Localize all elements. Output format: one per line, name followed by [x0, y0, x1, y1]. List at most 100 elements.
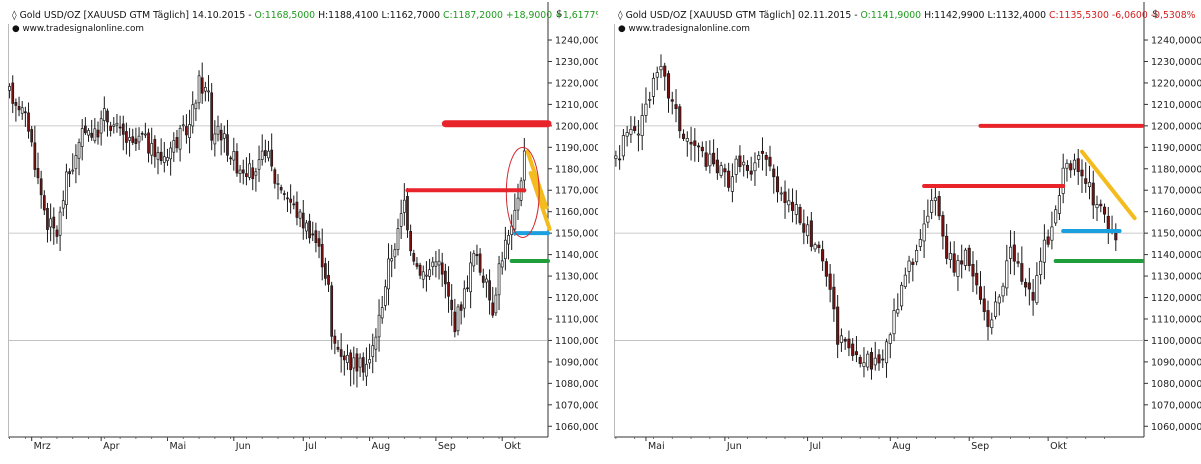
candle-body	[497, 263, 501, 296]
candle-body	[49, 218, 52, 228]
candle-body	[824, 261, 828, 277]
candle-body	[806, 224, 810, 237]
candle-body	[666, 73, 671, 99]
candle-body	[1057, 195, 1061, 214]
candle-body	[399, 213, 403, 227]
candle-body	[1001, 285, 1005, 297]
candle-body	[967, 247, 971, 266]
candle-body	[144, 133, 147, 136]
chart-panel-left: 1240,0000 1230,0000 1220,0000 1210,0000 1200…	[0, 0, 606, 460]
candle-body	[681, 133, 686, 139]
candle-body	[140, 132, 144, 135]
candle-body	[175, 137, 179, 149]
candle-body	[437, 260, 441, 266]
y-tick-label: 1140,0000	[1151, 250, 1201, 261]
candle-body	[292, 203, 296, 206]
candle-body	[952, 253, 956, 273]
candle-body	[99, 118, 103, 134]
candle-body	[406, 196, 409, 231]
x-tick-label: Sep	[438, 441, 456, 452]
candle-body	[1035, 275, 1039, 304]
candle-body	[462, 288, 466, 309]
x-tick-label: Mrz	[34, 441, 51, 452]
candle-body	[884, 341, 889, 364]
candle-body	[447, 282, 450, 297]
candle-body	[629, 128, 633, 135]
header-open: O:1141,9000	[861, 10, 922, 21]
candle-body	[488, 280, 491, 301]
candle-body	[128, 137, 131, 141]
candle-body	[197, 75, 201, 104]
candle-body	[172, 140, 176, 153]
header-low: L:1162,7000	[381, 10, 440, 21]
candle-body	[361, 357, 365, 373]
x-tick-label: Apr	[103, 441, 120, 452]
y-tick-label: 1090,0000	[1151, 357, 1201, 368]
candle-body	[270, 149, 274, 167]
candle-body	[500, 260, 504, 268]
candle-body	[836, 306, 840, 345]
candle-body	[342, 355, 346, 361]
candle-body	[194, 102, 198, 110]
candle-body	[84, 125, 87, 134]
candle-body	[948, 253, 952, 260]
candle-body	[937, 196, 941, 217]
candle-body	[798, 206, 802, 224]
candle-body	[960, 260, 964, 265]
candle-body	[659, 66, 663, 71]
candle-body	[888, 334, 892, 344]
candle-body	[371, 345, 375, 357]
candle-body	[903, 274, 907, 287]
candle-body	[251, 167, 255, 180]
candle-body	[971, 263, 975, 277]
candle-body	[93, 128, 97, 142]
candle-body	[365, 363, 368, 377]
x-tick-label: Jul	[304, 441, 316, 452]
candle-body	[900, 284, 904, 307]
candle-body	[670, 99, 674, 102]
header-period: Täglich]	[758, 10, 795, 21]
candle-body	[775, 176, 780, 193]
candle-body	[298, 211, 302, 219]
annotation-ellipse	[505, 146, 540, 238]
candle-body	[14, 102, 18, 106]
candle-body	[1087, 182, 1092, 188]
candle-body	[982, 298, 986, 312]
candle-body	[809, 220, 813, 247]
candle-body	[522, 150, 526, 181]
candle-body	[469, 262, 472, 293]
candle-body	[727, 170, 731, 188]
candle-body	[68, 171, 71, 175]
candle-body	[229, 157, 232, 160]
candle-body	[644, 103, 648, 116]
candle-body	[333, 335, 337, 344]
candle-body	[843, 338, 847, 342]
candle-body	[963, 249, 968, 266]
candle-body	[655, 72, 659, 78]
candle-body	[945, 235, 949, 259]
header-low: L:1132,4000	[987, 10, 1046, 21]
annotation-trend-line	[1079, 149, 1137, 221]
candle-body	[282, 193, 286, 195]
candle-body	[802, 223, 806, 233]
candle-body	[115, 122, 119, 126]
candle-body	[308, 220, 311, 239]
chart-header: ◊ Gold USD/OZ [XAUUSD GTM Täglich] 14.10…	[12, 10, 598, 21]
candle-body	[485, 278, 488, 283]
candle-body	[276, 183, 280, 185]
candle-body	[507, 235, 510, 245]
candle-body	[358, 357, 362, 368]
y-tick-label: 1170,0000	[555, 186, 598, 197]
candle-body	[466, 287, 469, 290]
candle-body	[1069, 163, 1073, 171]
candle-body	[178, 127, 182, 150]
candle-body	[1102, 206, 1107, 215]
candle-body	[772, 168, 776, 178]
candle-body	[481, 275, 485, 283]
candle-body	[926, 215, 930, 223]
header-period: Täglich]	[152, 10, 189, 21]
candle-body	[80, 128, 84, 147]
candle-body	[349, 352, 352, 371]
candle-body	[700, 146, 704, 152]
candle-body	[33, 142, 37, 170]
